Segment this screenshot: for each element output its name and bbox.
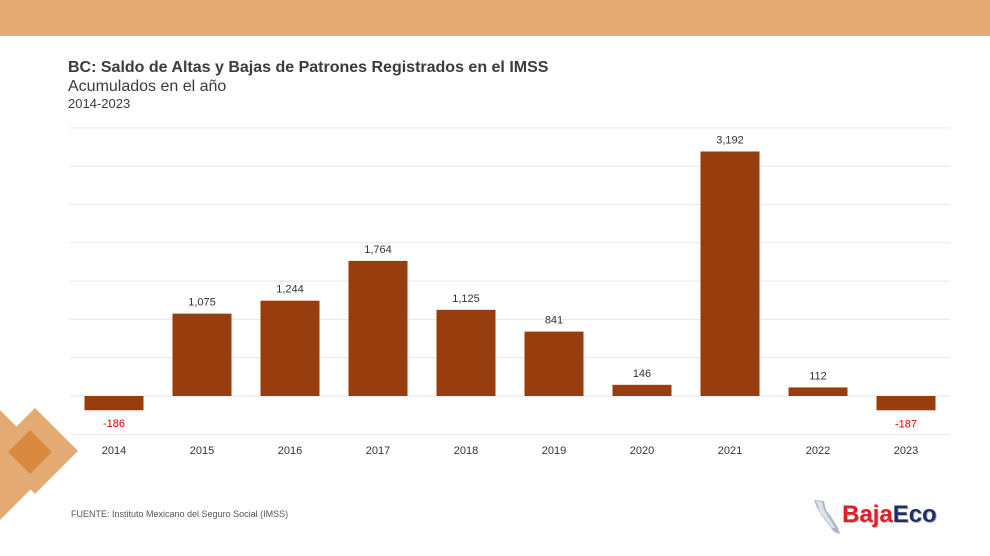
data-label-2021: 3,192 bbox=[716, 134, 744, 146]
data-label-2022: 112 bbox=[809, 370, 827, 382]
x-tick-label-2016: 2016 bbox=[278, 445, 302, 457]
baja-california-map-icon bbox=[814, 500, 840, 534]
x-tick-label-2022: 2022 bbox=[806, 445, 830, 457]
bar-2020 bbox=[612, 384, 672, 396]
bar-2016 bbox=[260, 300, 320, 396]
x-tick-label-2018: 2018 bbox=[454, 445, 478, 457]
data-label-2016: 1,244 bbox=[276, 284, 304, 296]
x-tick-label-2017: 2017 bbox=[366, 445, 390, 457]
bajaeco-logo: BajaEco bbox=[812, 498, 952, 536]
data-label-2014: -186 bbox=[103, 418, 125, 430]
x-tick-label-2014: 2014 bbox=[102, 445, 126, 457]
bar-2023 bbox=[876, 396, 936, 411]
data-label-2019: 841 bbox=[545, 315, 563, 327]
data-label-2015: 1,075 bbox=[188, 297, 216, 309]
bar-2021 bbox=[700, 151, 760, 396]
x-tick-label-2015: 2015 bbox=[190, 445, 214, 457]
top-band bbox=[0, 0, 990, 36]
source-note: FUENTE: Instituto Mexicano del Seguro So… bbox=[71, 509, 289, 519]
data-label-2020: 146 bbox=[633, 368, 651, 380]
bar-2022 bbox=[788, 387, 848, 396]
chart-date-range: 2014-2023 bbox=[68, 96, 131, 111]
bar-2014 bbox=[84, 396, 144, 411]
logo-wordmark: BajaEco bbox=[842, 501, 937, 528]
bar-2017 bbox=[348, 260, 408, 396]
chart-title: BC: Saldo de Altas y Bajas de Patrones R… bbox=[68, 59, 549, 76]
chart-subtitle: Acumulados en el año bbox=[68, 78, 227, 95]
data-label-2023: -187 bbox=[895, 418, 917, 430]
bar-2015 bbox=[172, 313, 232, 396]
bar-2019 bbox=[524, 331, 584, 396]
x-tick-label-2023: 2023 bbox=[894, 445, 918, 457]
data-label-2017: 1,764 bbox=[364, 244, 392, 256]
x-tick-label-2021: 2021 bbox=[718, 445, 742, 457]
x-tick-label-2019: 2019 bbox=[542, 445, 566, 457]
data-label-2018: 1,125 bbox=[452, 293, 480, 305]
bar-2018 bbox=[436, 309, 496, 396]
x-tick-label-2020: 2020 bbox=[630, 445, 654, 457]
